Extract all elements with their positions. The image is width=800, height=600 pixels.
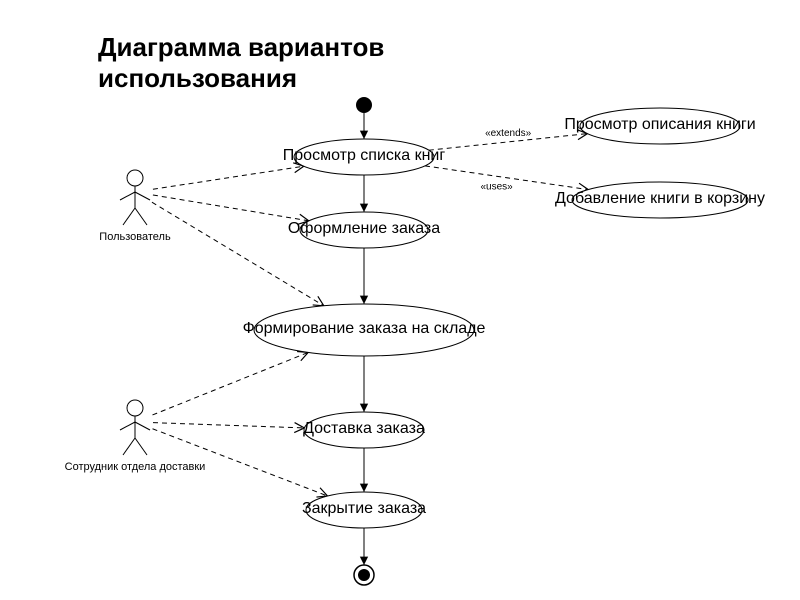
usecase-label: Добавление книги в корзину xyxy=(555,190,765,207)
edge xyxy=(152,352,308,415)
edge xyxy=(153,166,304,189)
usecase-label: Доставка заказа xyxy=(303,420,425,437)
edge xyxy=(153,423,304,428)
actor-label: Пользователь xyxy=(99,231,171,243)
diagram-canvas: «extends» «uses» Просмотр списка книг Оформ… xyxy=(0,0,800,600)
actor xyxy=(120,400,150,455)
edge-label: «extends» xyxy=(485,128,532,139)
usecase-label: Просмотр описания книги xyxy=(564,116,755,133)
usecase-label: Оформление заказа xyxy=(288,220,440,237)
usecase-label: Просмотр списка книг xyxy=(283,147,446,164)
edge xyxy=(152,202,324,306)
start-node xyxy=(356,97,372,113)
actor-label: Сотрудник отдела доставки xyxy=(65,461,206,473)
edge-label: «uses» xyxy=(480,182,513,193)
end-node xyxy=(358,569,370,581)
usecase-label: Формирование заказа на складе xyxy=(243,320,486,337)
usecase-label: Закрытие заказа xyxy=(302,500,426,517)
actor xyxy=(120,170,150,225)
